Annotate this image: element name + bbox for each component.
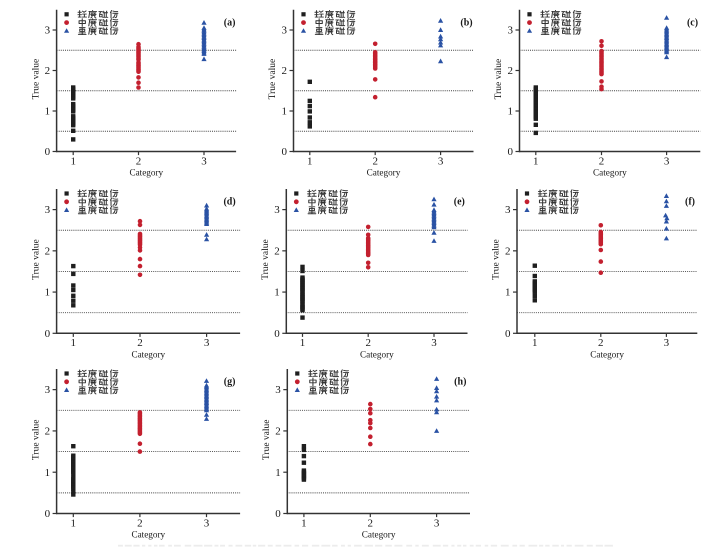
svg-text:0: 0 [45, 328, 51, 340]
svg-text:3: 3 [505, 204, 511, 216]
svg-text:3: 3 [204, 517, 210, 529]
svg-text:True value: True value [31, 420, 41, 461]
svg-text:1: 1 [70, 155, 76, 167]
svg-text:True value: True value [31, 239, 41, 280]
svg-text:Category: Category [131, 349, 165, 359]
svg-text:0: 0 [505, 328, 511, 340]
svg-text:(c): (c) [687, 17, 698, 28]
svg-text:2: 2 [274, 245, 280, 257]
svg-text:0: 0 [45, 508, 51, 520]
svg-text:0: 0 [274, 328, 280, 340]
svg-text:True value: True value [492, 239, 502, 280]
svg-text:Category: Category [129, 168, 163, 178]
svg-text:0: 0 [45, 146, 51, 158]
svg-text:0: 0 [508, 146, 514, 158]
svg-text:Category: Category [593, 168, 627, 178]
svg-text:2: 2 [505, 245, 511, 257]
svg-text:3: 3 [434, 517, 440, 529]
svg-text:Category: Category [360, 349, 394, 359]
svg-text:2: 2 [45, 426, 51, 438]
svg-text:1: 1 [300, 337, 306, 349]
svg-text:2: 2 [365, 337, 371, 349]
svg-text:1: 1 [505, 287, 511, 299]
svg-text:3: 3 [45, 384, 51, 396]
svg-text:Category: Category [131, 530, 165, 540]
svg-text:3: 3 [438, 155, 444, 167]
svg-text:1: 1 [45, 467, 51, 479]
svg-text:1: 1 [45, 287, 51, 299]
svg-text:3: 3 [201, 155, 207, 167]
svg-text:2: 2 [45, 65, 51, 77]
svg-text:1: 1 [71, 337, 77, 349]
svg-text:1: 1 [307, 155, 313, 167]
svg-text:3: 3 [45, 25, 51, 37]
svg-text:1: 1 [532, 337, 538, 349]
svg-text:(h): (h) [454, 377, 466, 388]
svg-text:1: 1 [45, 106, 51, 118]
svg-text:True value: True value [268, 59, 278, 100]
svg-text:Category: Category [362, 530, 396, 540]
svg-text:1: 1 [301, 517, 307, 529]
svg-text:3: 3 [664, 337, 670, 349]
svg-text:2: 2 [137, 517, 143, 529]
svg-text:True value: True value [262, 420, 272, 461]
svg-text:2: 2 [599, 155, 605, 167]
svg-text:2: 2 [136, 155, 142, 167]
svg-text:2: 2 [368, 517, 374, 529]
svg-text:(a): (a) [224, 17, 236, 28]
svg-text:Category: Category [367, 168, 401, 178]
svg-text:1: 1 [533, 155, 539, 167]
svg-text:3: 3 [508, 25, 514, 37]
svg-text:1: 1 [71, 517, 77, 529]
svg-text:2: 2 [137, 337, 143, 349]
svg-text:3: 3 [274, 204, 280, 216]
svg-text:1: 1 [508, 106, 514, 118]
svg-text:2: 2 [45, 245, 51, 257]
svg-text:1: 1 [274, 287, 280, 299]
svg-text:0: 0 [282, 146, 288, 158]
svg-text:True value: True value [31, 59, 41, 100]
svg-text:True value: True value [261, 239, 271, 280]
svg-text:2: 2 [508, 65, 514, 77]
svg-text:2: 2 [372, 155, 378, 167]
svg-text:1: 1 [275, 467, 281, 479]
svg-text:(g): (g) [224, 377, 236, 388]
svg-text:2: 2 [275, 426, 281, 438]
svg-text:(e): (e) [454, 197, 465, 208]
svg-text:1: 1 [282, 106, 288, 118]
svg-text:2: 2 [598, 337, 604, 349]
svg-text:(f): (f) [685, 197, 695, 208]
svg-text:3: 3 [275, 384, 281, 396]
svg-text:(b): (b) [460, 17, 472, 28]
svg-text:(d): (d) [223, 197, 235, 208]
svg-text:3: 3 [45, 204, 51, 216]
svg-text:2: 2 [282, 65, 288, 77]
svg-text:0: 0 [275, 508, 281, 520]
svg-text:Category: Category [590, 349, 624, 359]
svg-text:3: 3 [282, 25, 288, 37]
svg-text:3: 3 [204, 337, 210, 349]
svg-text:3: 3 [431, 337, 437, 349]
svg-text:True value: True value [494, 59, 504, 100]
svg-text:3: 3 [664, 155, 670, 167]
